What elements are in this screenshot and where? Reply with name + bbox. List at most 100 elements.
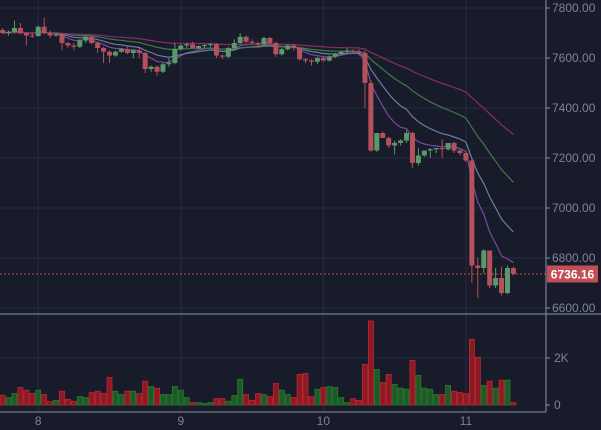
volume-bar [421, 387, 428, 406]
volume-bar [23, 389, 30, 406]
candle-body [297, 48, 303, 60]
candle-body [409, 133, 415, 163]
volume-bar [379, 382, 386, 406]
candle-body [374, 133, 380, 151]
volume-bar [219, 398, 226, 406]
candle-body [421, 150, 427, 156]
candles [0, 18, 546, 298]
candle-body [118, 49, 124, 52]
volume-bar [314, 388, 321, 406]
candle-body [71, 45, 77, 47]
candle-body [196, 46, 202, 48]
volume-bar [397, 387, 404, 406]
candle-body [59, 34, 65, 43]
volume-bar [136, 393, 143, 406]
candle-body [47, 33, 53, 36]
last-price-badge [547, 265, 598, 283]
volume-bar [367, 320, 374, 406]
volume-bar [474, 356, 481, 406]
volume-bar [118, 394, 125, 406]
moving-average-lines [2, 30, 514, 264]
volume-bar [124, 390, 131, 406]
volume-bar [278, 389, 285, 406]
candle-body [380, 133, 386, 138]
candle-body [279, 49, 285, 55]
volume-bar [94, 390, 101, 406]
candle-body [451, 143, 457, 151]
candle-body [463, 153, 469, 161]
volume-bar [29, 393, 36, 406]
volume-bar [255, 393, 261, 406]
volume-bar [415, 375, 422, 406]
volume-bar [504, 379, 511, 406]
candle-body [130, 50, 136, 53]
volume-bar [11, 393, 18, 406]
volume-bar [130, 390, 137, 406]
candle-body [77, 40, 83, 47]
volume-bar [195, 402, 202, 406]
candle-body [53, 34, 59, 36]
candle-body [392, 143, 398, 146]
volume-bar [249, 399, 255, 406]
candle-body [29, 35, 35, 37]
volume-bar [373, 369, 380, 406]
candle-body [243, 36, 249, 42]
candle-body [398, 140, 404, 143]
candle-body [510, 268, 516, 274]
volume-bar [261, 394, 267, 406]
candle-body [249, 41, 255, 43]
volume-bar [498, 379, 505, 406]
candle-body [142, 53, 148, 69]
candle-body [505, 268, 510, 293]
volume-bar [5, 397, 12, 406]
volume-bar [284, 394, 291, 406]
volume-bar [272, 383, 279, 406]
moving-average-line [2, 30, 514, 264]
candle-body [0, 30, 6, 33]
candle-body [368, 83, 374, 151]
moving-average-line [2, 31, 514, 183]
candle-body [273, 43, 279, 55]
volume-bar [166, 394, 172, 406]
candle-body [89, 36, 95, 43]
volume-bar [350, 398, 356, 406]
volume-bar [486, 380, 493, 406]
volume-bar [362, 363, 368, 406]
volume-bar [225, 400, 232, 406]
volume-bar [53, 399, 59, 406]
volume-bar [112, 390, 119, 406]
candle-body [83, 36, 89, 41]
volume-bar [88, 392, 95, 406]
volume-bar [463, 393, 469, 406]
volume-bar [457, 392, 463, 406]
volume-bar [480, 385, 487, 406]
candle-body [136, 50, 142, 53]
candle-body [487, 250, 493, 286]
volume-bar [433, 394, 440, 406]
candle-body [112, 51, 118, 56]
candle-body [285, 45, 291, 50]
volume-bar [160, 394, 166, 406]
volume-bar [356, 399, 362, 406]
volume-bar [391, 384, 398, 406]
volume-bar [320, 387, 327, 406]
volume-bar [177, 389, 184, 406]
volume-bar [243, 394, 250, 406]
moving-average-line [2, 32, 514, 135]
candle-body [350, 50, 356, 52]
volume-bar [148, 386, 155, 406]
volume-bar [65, 398, 71, 406]
candle-body [415, 155, 421, 163]
volume-bar [59, 390, 65, 406]
candle-body [65, 43, 71, 46]
candle-body [475, 265, 481, 268]
candle-body [11, 28, 17, 32]
candle-body [17, 28, 23, 33]
volume-bar [47, 401, 54, 406]
last-price-label: 6736.16 [551, 267, 595, 281]
candle-body [213, 44, 219, 56]
volume-bar [100, 393, 107, 406]
candle-body [231, 43, 237, 48]
